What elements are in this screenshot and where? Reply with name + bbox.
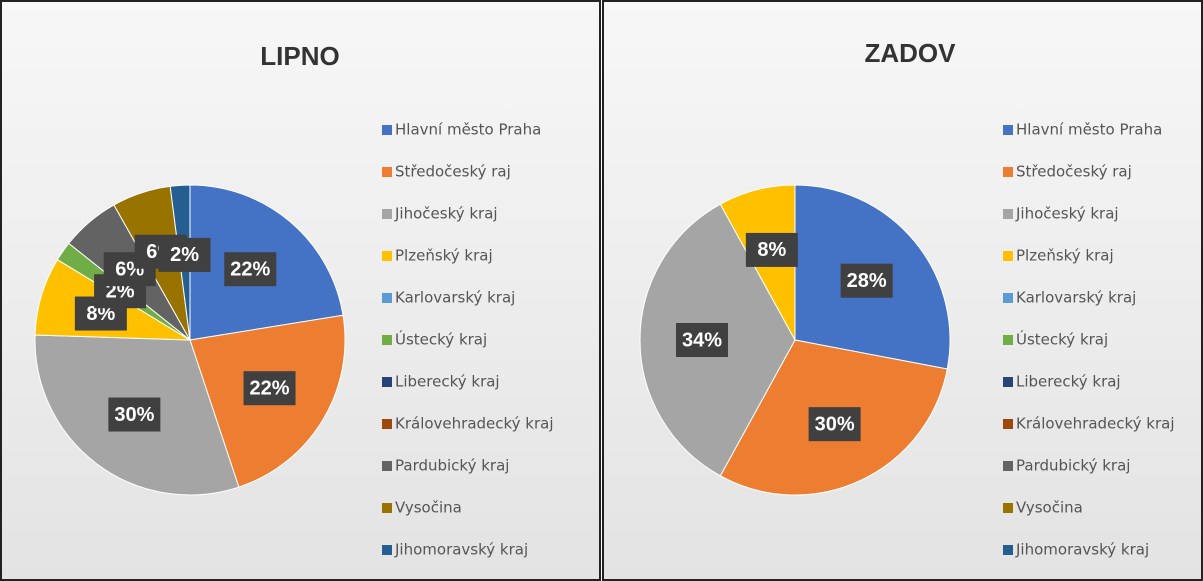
legend-label: Středočeský raj [395,163,511,181]
legend-label: Jihočeský kraj [1015,205,1119,223]
legend-swatch [382,293,392,303]
legend-label: Liberecký kraj [395,373,500,391]
legend-swatch [382,503,392,513]
legend-label: Hlavní město Praha [1016,121,1162,139]
label-box [808,407,861,442]
data-label: 8% [86,303,115,325]
legend-swatch [382,167,392,177]
legend-swatch [1003,293,1013,303]
chart-title: LIPNO [260,41,339,71]
legend-swatch [382,125,392,135]
legend-swatch [1003,125,1013,135]
legend-swatch [1003,461,1013,471]
legend-label: Ústecký kraj [395,330,487,349]
data-label: 30% [114,404,154,426]
label-box [676,323,728,357]
legend-swatch [382,419,392,429]
legend-label: Jihočeský kraj [394,205,498,223]
legend-label: Jihomoravský kraj [394,541,528,559]
legend-label: Středočeský raj [1016,163,1132,181]
legend-swatch [1003,545,1013,555]
label-box [158,237,211,272]
legend-swatch [1003,503,1013,513]
legend-label: Vysočina [1016,499,1083,517]
legend-swatch [382,545,392,555]
legend-label: Ústecký kraj [1016,330,1108,349]
legend-swatch [382,209,392,219]
legend-label: Vysočina [395,499,462,517]
legend-label: Liberecký kraj [1016,373,1121,391]
legend-label: Hlavní město Praha [395,121,541,139]
data-label: 8% [757,239,786,261]
legend-label: Karlovarský kraj [1016,289,1136,307]
legend-label: Pardubický kraj [1016,457,1130,475]
legend-swatch [1003,209,1013,219]
label-box [108,397,161,432]
legend-label: Pardubický kraj [395,457,509,475]
legend-label: Karlovarský kraj [395,289,515,307]
label-box [224,252,277,287]
legend-label: Plzeňský kraj [1016,247,1114,265]
legend-swatch [1003,377,1013,387]
legend-swatch [382,377,392,387]
legend-swatch [1003,335,1013,345]
data-label: 2% [170,244,199,266]
legend-swatch [1003,419,1013,429]
label-box [840,263,893,298]
data-label: 30% [815,413,855,435]
legend-swatch [1003,251,1013,261]
legend-label: Královehradecký kraj [1016,415,1175,433]
label-box [243,371,296,406]
label-box [745,232,798,267]
data-label: 22% [250,377,290,399]
legend-swatch [382,251,392,261]
data-label: 34% [682,329,722,351]
legend-label: Plzeňský kraj [395,247,493,265]
legend-swatch [1003,167,1013,177]
legend-swatch [382,335,392,345]
data-label: 28% [847,270,887,292]
legend-label: Královehradecký kraj [395,415,554,433]
data-label: 22% [230,258,270,280]
chart-title: ZADOV [865,38,957,68]
legend-swatch [382,461,392,471]
legend-label: Jihomoravský kraj [1015,541,1149,559]
